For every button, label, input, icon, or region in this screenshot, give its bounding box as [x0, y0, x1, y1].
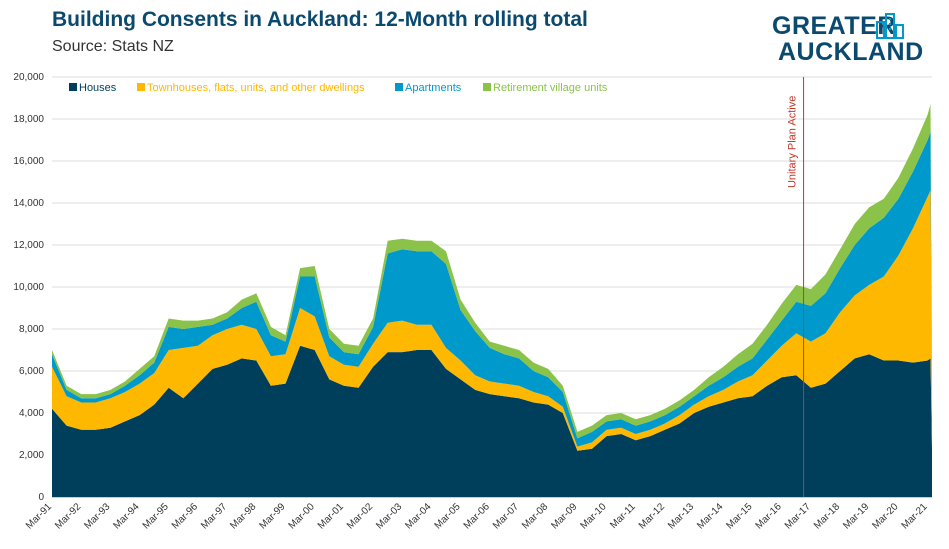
y-tick-label: 14,000: [13, 198, 44, 209]
city-buildings-icon: [876, 13, 904, 39]
stacked-areas: [52, 104, 932, 497]
legend-swatch: [137, 83, 145, 91]
x-tick-label: Mar-97: [199, 501, 229, 531]
x-tick-label: Mar-91: [24, 501, 54, 531]
x-tick-label: Mar-05: [433, 501, 463, 531]
x-tick-label: Mar-04: [403, 501, 433, 531]
y-tick-label: 4,000: [19, 408, 44, 419]
legend: Houses Townhouses, flats, units, and othe…: [69, 82, 608, 94]
legend-label: Houses: [79, 82, 117, 94]
y-tick-label: 8,000: [19, 324, 44, 335]
x-tick-label: Mar-16: [754, 501, 784, 531]
x-tick-label: Mar-02: [345, 501, 375, 531]
legend-item: Townhouses, flats, units, and other dwel…: [137, 82, 365, 94]
x-tick-label: Mar-03: [374, 501, 404, 531]
x-tick-label: Mar-99: [257, 501, 287, 531]
x-tick-label: Mar-15: [724, 501, 754, 531]
x-tick-label: Mar-93: [82, 501, 112, 531]
y-axis: 0 2,000 4,000 6,000 8,000 10,000 12,000 14,000 1…: [13, 72, 44, 503]
y-tick-label: 18,000: [13, 114, 44, 125]
y-tick-label: 20,000: [13, 72, 44, 83]
x-tick-label: Mar-18: [812, 501, 842, 531]
x-tick-label: Mar-14: [695, 501, 725, 531]
x-tick-label: Mar-17: [783, 501, 813, 531]
x-tick-label: Mar-09: [549, 501, 579, 531]
x-tick-label: Mar-12: [637, 501, 667, 531]
annotation-label: Unitary Plan Active: [787, 96, 799, 188]
legend-item: Houses: [69, 82, 117, 94]
x-tick-label: Mar-19: [841, 501, 871, 531]
y-tick-label: 16,000: [13, 156, 44, 167]
chart-title: Building Consents in Auckland: 12-Month …: [52, 8, 588, 31]
x-tick-label: Mar-20: [870, 501, 900, 531]
legend-item: Apartments: [395, 82, 462, 94]
legend-swatch: [69, 83, 77, 91]
legend-label: Apartments: [405, 82, 462, 94]
x-tick-label: Mar-10: [578, 501, 608, 531]
y-tick-label: 10,000: [13, 282, 44, 293]
x-tick-label: Mar-07: [491, 501, 521, 531]
x-tick-label: Mar-98: [228, 501, 258, 531]
legend-label: Retirement village units: [493, 82, 608, 94]
area-houses: [52, 345, 932, 497]
x-tick-label: Mar-06: [462, 501, 492, 531]
x-tick-label: Mar-96: [170, 501, 200, 531]
logo-line2: AUCKLAND: [778, 38, 924, 66]
x-tick-label: Mar-00: [287, 501, 317, 531]
legend-swatch: [483, 83, 491, 91]
x-tick-label: Mar-11: [608, 501, 638, 531]
y-tick-label: 2,000: [19, 450, 44, 461]
x-tick-label: Mar-92: [53, 501, 83, 531]
x-tick-label: Mar-01: [316, 501, 346, 531]
y-tick-label: 0: [38, 492, 44, 503]
x-tick-label: Mar-94: [111, 501, 141, 531]
annotation: Unitary Plan Active: [787, 77, 805, 497]
y-tick-label: 12,000: [13, 240, 44, 251]
x-axis: Mar-91 Mar-92 Mar-93 Mar-94 Mar-95 Mar-96 Mar-…: [24, 501, 930, 531]
greater-auckland-logo: GREATER AUCKLAND: [772, 10, 932, 66]
x-tick-label: Mar-13: [666, 501, 696, 531]
x-tick-label: Mar-21: [900, 501, 930, 531]
legend-swatch: [395, 83, 403, 91]
logo-line1: GREATER: [772, 12, 896, 40]
legend-label: Townhouses, flats, units, and other dwel…: [147, 82, 365, 94]
y-tick-label: 6,000: [19, 366, 44, 377]
x-tick-label: Mar-95: [141, 501, 171, 531]
legend-item: Retirement village units: [483, 82, 608, 94]
x-tick-label: Mar-08: [520, 501, 550, 531]
chart-subtitle: Source: Stats NZ: [52, 38, 174, 55]
